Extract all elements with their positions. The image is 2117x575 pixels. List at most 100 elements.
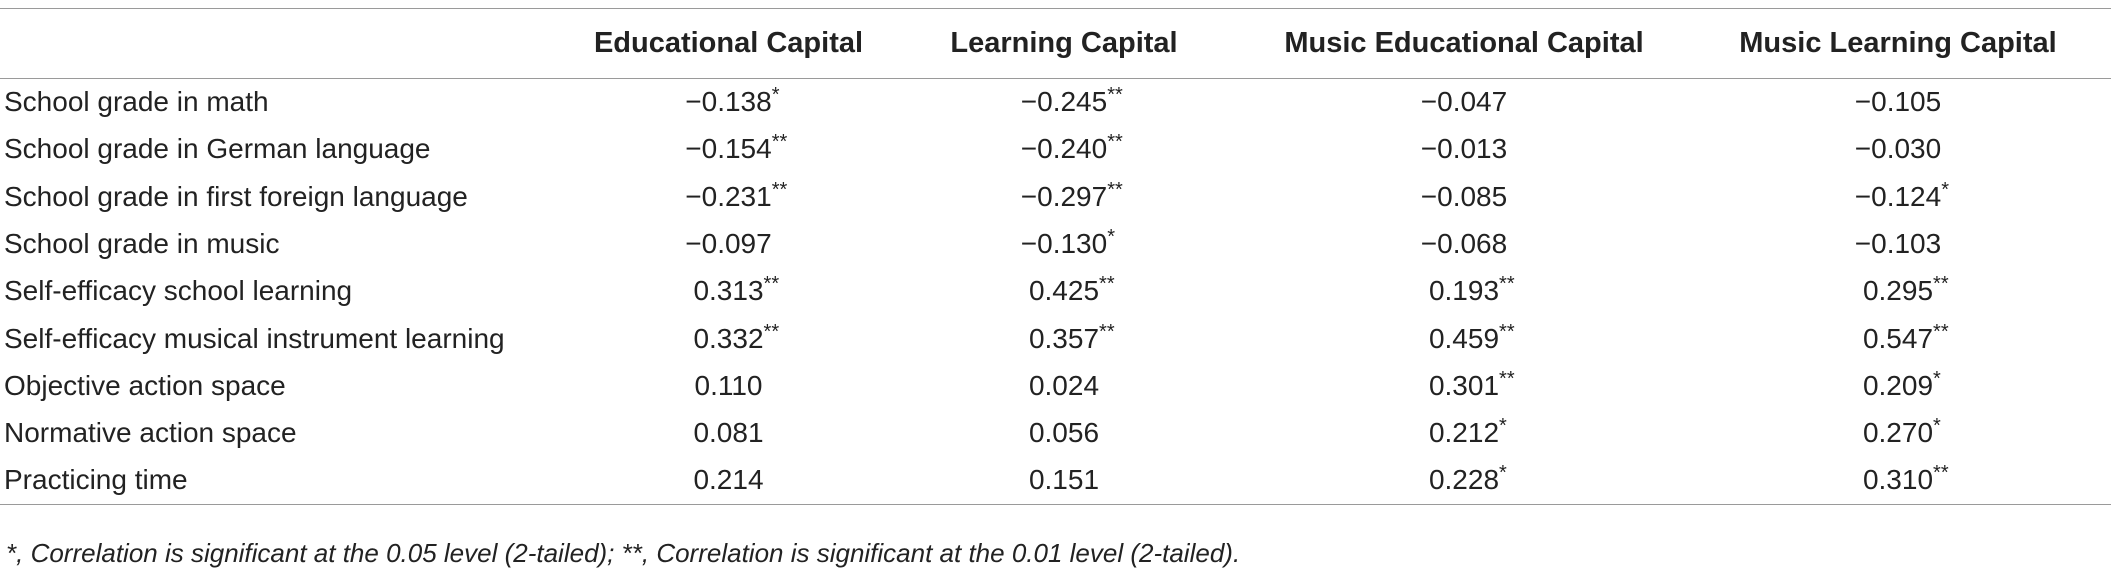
- table-cell: 0.212 *: [1243, 410, 1685, 457]
- table-row: Practicing time 0.214 0.151 0.228 * 0.310 **: [0, 456, 2111, 505]
- cell-value-group: −0.013: [1421, 133, 1507, 165]
- cell-value-group: 0.024: [1029, 370, 1099, 402]
- table-cell: 0.081: [572, 410, 885, 457]
- cell-value-group: −0.097: [685, 228, 771, 260]
- cell-value-group: −0.245 **: [1021, 84, 1123, 118]
- table-cell: 0.228 *: [1243, 456, 1685, 505]
- table-row: Objective action space 0.110 0.024 0.301 ** 0…: [0, 362, 2111, 409]
- table-cell: 0.332 **: [572, 315, 885, 362]
- significance-marker: **: [1499, 320, 1515, 343]
- cell-value-group: 0.295 **: [1863, 273, 1949, 307]
- cell-value-group: 0.209 *: [1862, 368, 1941, 402]
- correlation-table: Educational Capital Learning Capital Mus…: [0, 8, 2111, 505]
- table-cell: −0.097: [572, 220, 885, 267]
- correlation-value: −0.097: [685, 228, 772, 260]
- correlation-value: 0.193: [1428, 275, 1500, 307]
- correlation-value: −0.085: [1420, 180, 1508, 212]
- table-cell: −0.013: [1243, 126, 1685, 173]
- table-cell: −0.130 *: [885, 220, 1243, 267]
- correlation-value: −0.231: [685, 180, 772, 212]
- table-row: School grade in first foreign language −0…: [0, 173, 2111, 220]
- cell-value-group: −0.297 **: [1021, 179, 1123, 213]
- cell-value-group: 0.332 **: [693, 321, 779, 355]
- cell-value-group: 0.313 **: [693, 273, 779, 307]
- table-cell: −0.240 **: [885, 126, 1243, 173]
- table-cell: 0.110: [572, 362, 885, 409]
- correlation-value: 0.228: [1428, 464, 1500, 496]
- cell-value-group: −0.068: [1421, 228, 1507, 260]
- correlation-value: 0.313: [693, 275, 764, 307]
- header-cell-row-labels: [0, 8, 572, 79]
- table-cell: 0.425 **: [885, 268, 1243, 315]
- correlation-value: 0.214: [693, 464, 764, 496]
- table-cell: −0.103: [1685, 220, 2111, 267]
- row-label: Self-efficacy school learning: [4, 275, 353, 307]
- table-cell: 0.151: [885, 456, 1243, 505]
- correlation-value: −0.105: [1854, 86, 1942, 118]
- cell-value-group: 0.425 **: [1029, 273, 1115, 307]
- significance-marker: **: [1107, 178, 1123, 201]
- cell-value-group: 0.151: [1029, 464, 1099, 496]
- cell-value-group: 0.310 **: [1863, 462, 1949, 496]
- cell-value-group: −0.085: [1421, 181, 1507, 213]
- correlation-value: −0.013: [1420, 133, 1508, 165]
- cell-value-group: 0.459 **: [1428, 321, 1515, 355]
- significance-marker: *: [1499, 415, 1507, 438]
- table-cell: −0.085: [1243, 173, 1685, 220]
- table-cell: −0.030: [1685, 126, 2111, 173]
- significance-marker: **: [1933, 273, 1949, 296]
- cell-value-group: 0.212 *: [1428, 415, 1507, 449]
- table-cell: −0.105: [1685, 79, 2111, 126]
- table-cell: −0.297 **: [885, 173, 1243, 220]
- cell-value-group: −0.138 *: [685, 84, 779, 118]
- significance-marker: **: [1107, 84, 1123, 107]
- significance-marker: *: [1933, 367, 1941, 390]
- table-row: School grade in math −0.138 * −0.245 ** −0.04…: [0, 79, 2111, 126]
- table-cell: −0.068: [1243, 220, 1685, 267]
- correlation-value: 0.459: [1428, 322, 1500, 354]
- table-cell: 0.056: [885, 410, 1243, 457]
- cell-value-group: −0.124 *: [1854, 179, 1949, 213]
- correlation-value: 0.212: [1428, 417, 1500, 449]
- table-cell: 0.024: [885, 362, 1243, 409]
- row-label: School grade in first foreign language: [4, 180, 468, 212]
- table-cell: 0.459 **: [1243, 315, 1685, 362]
- cell-value-group: 0.547 **: [1862, 321, 1949, 355]
- correlation-value: −0.154: [685, 133, 772, 165]
- significance-marker: **: [1099, 273, 1115, 296]
- correlation-value: 0.110: [694, 369, 763, 401]
- correlation-value: −0.030: [1854, 133, 1942, 165]
- cell-value-group: −0.130 *: [1021, 226, 1115, 260]
- significance-marker: *: [1933, 415, 1941, 438]
- table-cell: 0.193 **: [1243, 268, 1685, 315]
- significance-marker: **: [771, 131, 788, 154]
- correlation-value: 0.547: [1862, 322, 1934, 354]
- table-cell: −0.047: [1243, 79, 1685, 126]
- table-header: Educational Capital Learning Capital Mus…: [0, 8, 2111, 79]
- header-row: Educational Capital Learning Capital Mus…: [0, 8, 2111, 79]
- table-cell: 0.313 **: [572, 268, 885, 315]
- table-cell: −0.138 *: [572, 79, 885, 126]
- table-cell: 0.310 **: [1685, 456, 2111, 505]
- correlation-value: 0.357: [1028, 322, 1100, 354]
- cell-value-group: −0.047: [1421, 86, 1507, 118]
- row-label: School grade in music: [4, 228, 280, 260]
- cell-value-group: 0.081: [693, 417, 763, 449]
- correlation-value: 0.024: [1028, 369, 1100, 401]
- correlation-value: 0.056: [1028, 417, 1100, 449]
- table-body: School grade in math −0.138 * −0.245 ** −0.04…: [0, 79, 2111, 505]
- correlation-value: 0.332: [693, 322, 764, 354]
- cell-value-group: −0.240 **: [1021, 131, 1123, 165]
- correlation-value: −0.124: [1854, 180, 1942, 212]
- table-footnote: *, Correlation is significant at the 0.0…: [6, 538, 1241, 568]
- table-cell: −0.245 **: [885, 79, 1243, 126]
- cell-value-group: −0.154 **: [685, 131, 787, 165]
- correlation-value: 0.151: [1028, 464, 1100, 496]
- header-educational-capital: Educational Capital: [572, 8, 885, 79]
- significance-marker: **: [1099, 320, 1115, 343]
- table-cell: 0.295 **: [1685, 268, 2111, 315]
- correlation-value: 0.209: [1862, 369, 1934, 401]
- row-label: School grade in math: [4, 86, 269, 118]
- significance-marker: **: [771, 178, 788, 201]
- table-cell: 0.547 **: [1685, 315, 2111, 362]
